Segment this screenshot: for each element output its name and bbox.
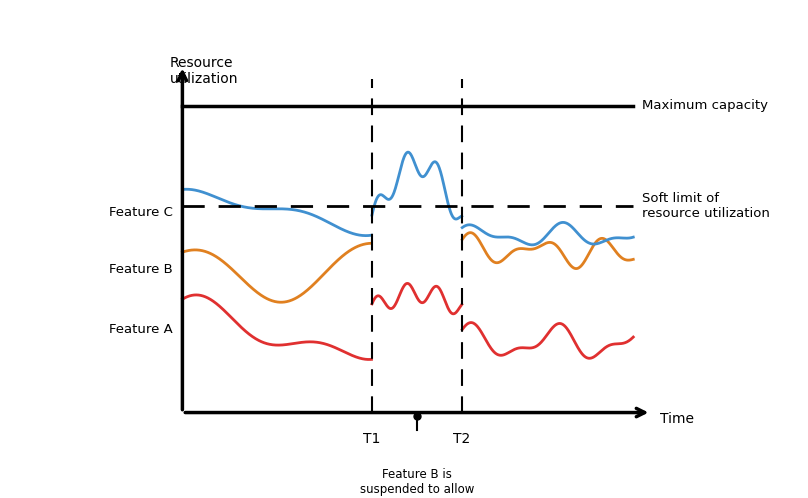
Text: Maximum capacity: Maximum capacity [642, 99, 768, 112]
Text: Feature C: Feature C [109, 206, 173, 219]
Text: Resource
utilization: Resource utilization [170, 56, 238, 86]
Text: Feature A: Feature A [109, 323, 173, 336]
Text: Soft limit of
resource utilization: Soft limit of resource utilization [642, 192, 770, 220]
Text: Feature B is
suspended to allow
sufficient resources
for applications to use
Fea: Feature B is suspended to allow sufficie… [345, 468, 488, 498]
Text: T2: T2 [453, 432, 470, 446]
Text: Time: Time [660, 412, 694, 426]
Text: T1: T1 [363, 432, 381, 446]
Text: Feature B: Feature B [109, 262, 173, 275]
